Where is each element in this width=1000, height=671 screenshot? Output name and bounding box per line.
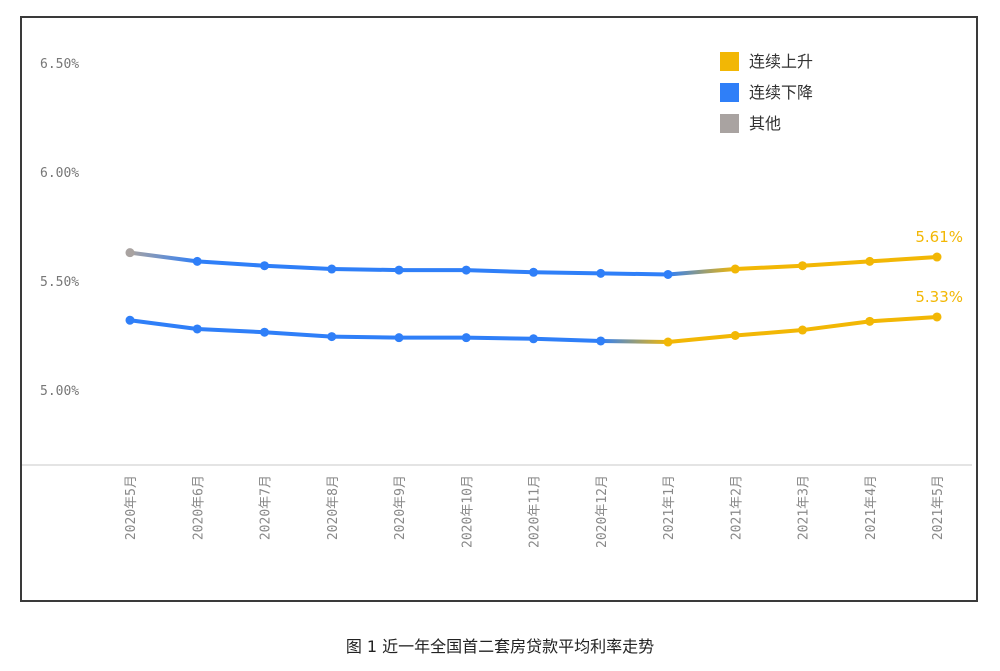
x-tick-label: 2020年9月 (393, 475, 408, 540)
series-line-segment (666, 267, 738, 277)
series-line-segment (733, 263, 805, 272)
x-tick-label: 2020年8月 (326, 475, 341, 540)
y-tick-label: 6.50% (40, 57, 79, 72)
legend-swatch (720, 114, 739, 133)
chart-frame (20, 16, 978, 602)
data-point (192, 256, 202, 266)
data-point (125, 248, 135, 258)
data-point (394, 333, 404, 343)
series-line-segment (531, 336, 603, 343)
figure-caption: 图 1 近一年全国首二套房贷款平均利率走势 (345, 637, 655, 656)
series-line-segment (262, 330, 334, 339)
data-point (192, 324, 202, 334)
data-point (865, 256, 875, 266)
data-point (865, 316, 875, 326)
x-tick-label: 2020年12月 (595, 475, 610, 548)
end-value-label: 5.33% (915, 288, 963, 306)
series-line-segment (867, 314, 939, 324)
x-tick-label: 2021年1月 (662, 475, 677, 540)
data-point (529, 334, 538, 344)
data-point (327, 332, 337, 342)
series-line-segment (195, 326, 267, 335)
data-point (461, 265, 471, 275)
data-point (461, 333, 471, 343)
data-point (125, 315, 135, 325)
data-point (932, 252, 942, 262)
data-point (798, 325, 807, 335)
series-line-segment (867, 255, 939, 264)
x-tick-label: 2021年5月 (931, 475, 946, 540)
legend-swatch (720, 52, 739, 71)
series-line-segment (733, 328, 805, 338)
legend-swatch (720, 83, 739, 102)
end-value-label: 5.61% (915, 228, 963, 246)
series-line-segment (128, 250, 200, 264)
series-line-segment (800, 259, 872, 268)
series-line-segment (598, 338, 670, 345)
legend-label: 连续上升 (749, 52, 813, 71)
data-point (394, 265, 404, 275)
data-point (260, 327, 269, 337)
x-tick-label: 2021年2月 (729, 475, 744, 540)
data-point (529, 267, 538, 277)
data-point (260, 261, 269, 271)
x-tick-label: 2020年5月 (124, 475, 139, 540)
x-tick-label: 2020年11月 (528, 475, 543, 548)
data-point (596, 336, 606, 346)
series-line-segment (195, 259, 267, 268)
legend-label: 其他 (749, 114, 781, 133)
data-point (596, 268, 606, 278)
series-line-segment (666, 333, 738, 345)
data-point (932, 312, 942, 322)
legend-label: 连续下降 (749, 83, 813, 102)
series-line-segment (464, 268, 536, 275)
data-point (730, 331, 740, 340)
series-line-segment (531, 270, 603, 276)
y-tick-label: 5.00% (40, 384, 79, 399)
data-point (663, 337, 673, 347)
series-line-segment (464, 335, 536, 341)
series-line-segment (262, 263, 334, 272)
data-point (730, 264, 740, 274)
x-tick-label: 2020年6月 (191, 475, 206, 540)
series-line-segment (329, 334, 401, 340)
y-tick-label: 6.00% (40, 166, 79, 181)
x-tick-label: 2021年3月 (797, 475, 812, 540)
data-point (798, 261, 807, 271)
data-point (663, 269, 673, 279)
data-point (327, 264, 337, 274)
series-line-segment (800, 319, 872, 333)
y-tick-label: 5.50% (40, 275, 79, 290)
series-line-segment (598, 271, 670, 277)
x-tick-label: 2020年10月 (460, 475, 475, 548)
x-tick-label: 2020年7月 (259, 475, 274, 540)
series-line-segment (329, 267, 401, 273)
series-line-segment (128, 318, 200, 331)
x-tick-label: 2021年4月 (864, 475, 879, 540)
